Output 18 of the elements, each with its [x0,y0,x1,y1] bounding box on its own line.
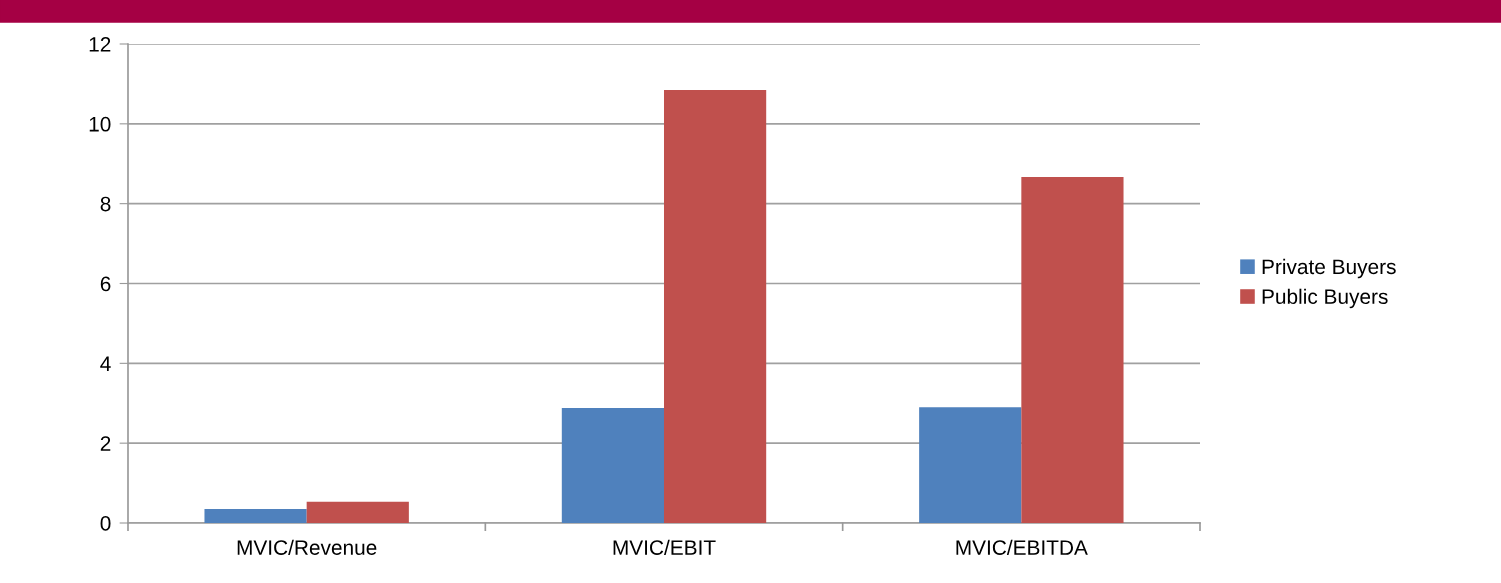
y-tick-label: 8 [100,196,111,212]
x-tick-label: MVIC/Revenue [237,539,377,555]
x-tick-label: MVIC/EBIT [613,539,716,555]
y-tick-label: 12 [89,37,111,52]
bar [204,509,307,523]
y-tick-label: 4 [100,356,111,371]
bar [561,408,664,523]
bar [919,407,1022,523]
y-tick-label: 2 [100,436,111,451]
y-tick-label: 0 [100,516,111,531]
bar [306,501,409,523]
legend-label: Private Buyers [1262,258,1396,279]
legend-label: Public Buyers [1262,288,1388,309]
bar [1021,176,1124,523]
y-tick-label: 6 [100,276,111,292]
x-tick-label: MVIC/EBITDA [956,539,1088,555]
bar [664,89,767,523]
y-tick-label: 10 [89,116,111,132]
